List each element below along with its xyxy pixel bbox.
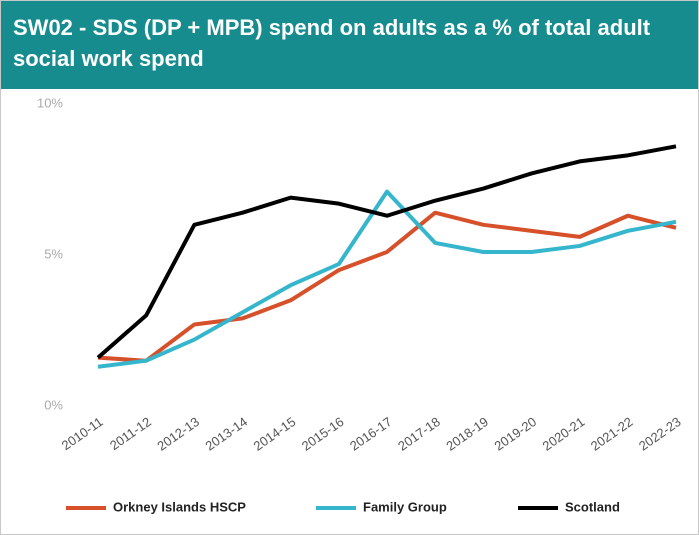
- x-tick-label: 2019-20: [491, 414, 539, 454]
- series-line: [97, 189, 677, 369]
- x-tick-label: 2022-23: [636, 414, 684, 454]
- series-line: [97, 210, 677, 363]
- x-tick-label: 2014-15: [251, 414, 299, 454]
- x-tick-label: 2012-13: [154, 414, 202, 454]
- x-tick-label: 2010-11: [59, 414, 106, 453]
- chart-title: SW02 - SDS (DP + MPB) spend on adults as…: [1, 1, 698, 89]
- x-tick-label: 2018-19: [443, 414, 491, 454]
- legend-label: Scotland: [565, 499, 620, 514]
- x-tick-label: 2013-14: [202, 414, 250, 454]
- x-tick-label: 2011-12: [107, 414, 154, 453]
- x-tick-label: 2021-22: [588, 414, 636, 454]
- legend-label: Orkney Islands HSCP: [113, 499, 246, 514]
- legend-label: Family Group: [363, 499, 447, 514]
- x-tick-label: 2016-17: [347, 414, 395, 454]
- x-tick-label: 2015-16: [299, 414, 347, 454]
- series-line: [96, 144, 677, 360]
- y-tick-label: 0%: [44, 397, 63, 412]
- x-tick-label: 2020-21: [540, 414, 588, 454]
- x-tick-label: 2017-18: [395, 414, 443, 454]
- y-tick-label: 10%: [37, 95, 63, 110]
- y-tick-label: 5%: [44, 246, 63, 261]
